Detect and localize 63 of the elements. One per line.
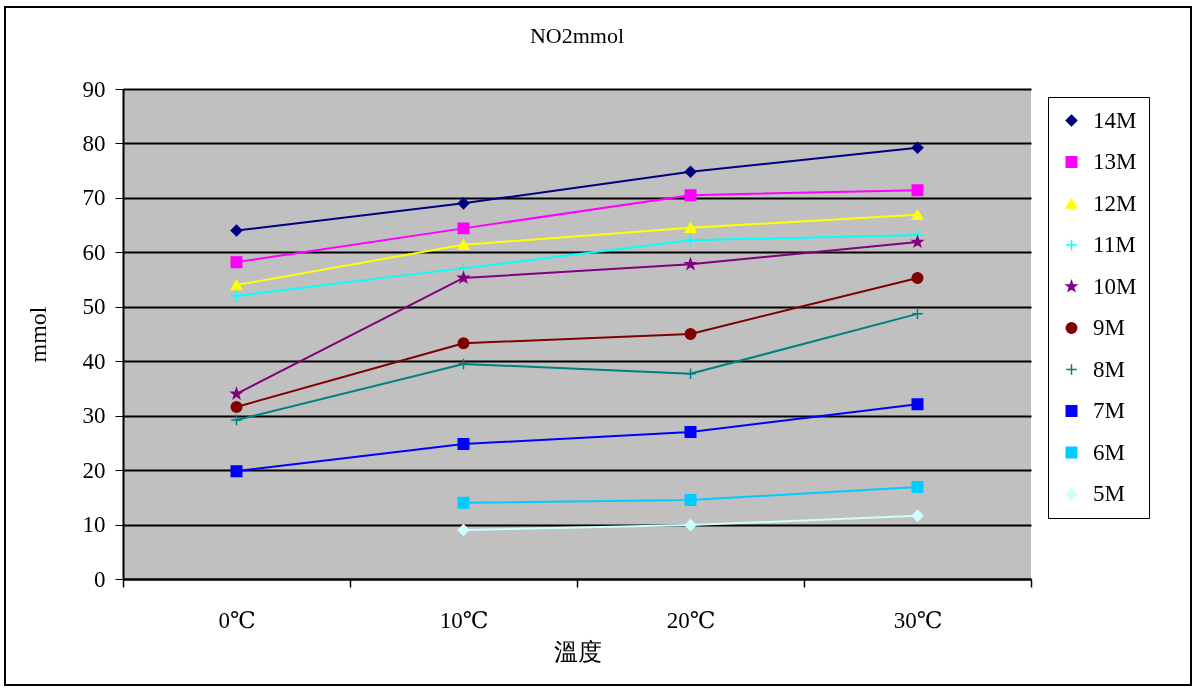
y-tick-label: 20	[82, 457, 106, 483]
x-tick-label: 10℃	[439, 607, 489, 633]
y-tick-label: 40	[82, 348, 106, 374]
point	[684, 494, 697, 507]
point	[911, 184, 924, 197]
y-tick-label: 0	[94, 566, 106, 592]
y-tick-label: 60	[82, 239, 106, 265]
point	[684, 328, 697, 340]
legend-label: 12M	[1093, 190, 1137, 216]
point	[911, 307, 924, 320]
point	[230, 289, 243, 302]
point	[230, 256, 243, 269]
point	[684, 426, 697, 438]
point	[457, 437, 470, 450]
y-tick-label: 70	[82, 185, 106, 211]
point	[457, 239, 470, 250]
y-tick-label: 80	[82, 130, 106, 156]
point	[230, 224, 243, 237]
x-tick-label: 20℃	[666, 607, 716, 633]
x-tick-label: 0℃	[218, 607, 256, 633]
y-axis-title: mmol	[24, 306, 51, 363]
point	[684, 519, 697, 532]
point	[684, 165, 697, 178]
x-tick-label: 30℃	[893, 607, 943, 633]
legend-label: 9M	[1093, 315, 1125, 340]
point	[684, 189, 697, 202]
point	[911, 141, 924, 154]
y-tick-label: 90	[82, 76, 106, 102]
legend-label: 13M	[1093, 149, 1137, 174]
legend-label: 7M	[1093, 398, 1125, 423]
point	[911, 209, 924, 221]
point	[911, 271, 924, 284]
point	[457, 222, 470, 235]
legend-label: 10M	[1093, 273, 1137, 299]
point	[684, 222, 697, 234]
point	[457, 496, 470, 509]
point	[457, 271, 470, 283]
point	[230, 279, 243, 291]
point	[911, 480, 924, 493]
y-tick-label: 10	[82, 512, 106, 538]
point	[684, 234, 697, 247]
legend-label: 11M	[1093, 232, 1136, 257]
point	[911, 235, 924, 247]
legend-label: 5M	[1093, 481, 1125, 506]
point	[230, 400, 243, 413]
legend-label: 6M	[1093, 439, 1125, 465]
legend-label: 14M	[1093, 107, 1137, 133]
y-tick-label: 50	[82, 294, 106, 320]
point	[457, 337, 470, 350]
point	[911, 398, 924, 411]
y-tick-label: 30	[82, 403, 106, 429]
point	[457, 197, 470, 210]
point	[457, 357, 470, 370]
point	[684, 367, 697, 380]
point	[230, 414, 243, 427]
point	[230, 465, 243, 478]
point	[230, 387, 243, 399]
point	[911, 509, 924, 522]
legend-label: 8M	[1093, 356, 1125, 382]
chart-title: NO2mmol	[529, 23, 625, 48]
x-axis-title: 溫度	[553, 638, 602, 665]
point	[457, 524, 470, 536]
point	[684, 258, 697, 270]
